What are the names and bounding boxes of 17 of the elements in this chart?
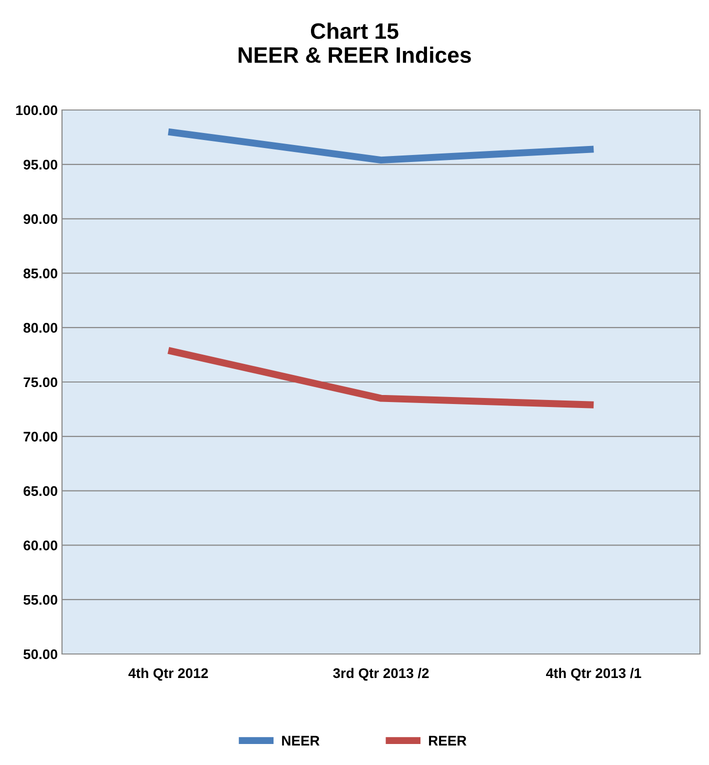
chart-title: Chart 15 NEER & REER Indices xyxy=(238,22,471,63)
y-tick-label: 75.00 xyxy=(24,377,58,388)
y-tick-label: 55.00 xyxy=(24,594,58,605)
y-tick-label: 90.00 xyxy=(24,214,58,224)
x-tick-label: 4th Qtr 2013 /1 xyxy=(546,668,642,681)
y-tick-label: 65.00 xyxy=(24,486,58,496)
x-tick-label: 3rd Qtr 2013 /2 xyxy=(333,668,429,681)
y-tick-label: 100.00 xyxy=(16,105,58,116)
y-tick-label: 60.00 xyxy=(24,540,58,550)
y-tick-label: 50.00 xyxy=(24,649,58,660)
legend-label: REER xyxy=(429,736,466,746)
x-tick-label: 4th Qtr 2012 xyxy=(128,668,208,681)
legend-label: NEER xyxy=(282,736,320,746)
y-tick-label: 85.00 xyxy=(24,268,58,278)
y-tick-label: 70.00 xyxy=(24,432,58,442)
y-tick-label: 95.00 xyxy=(24,160,58,170)
y-tick-label: 80.00 xyxy=(24,322,58,333)
